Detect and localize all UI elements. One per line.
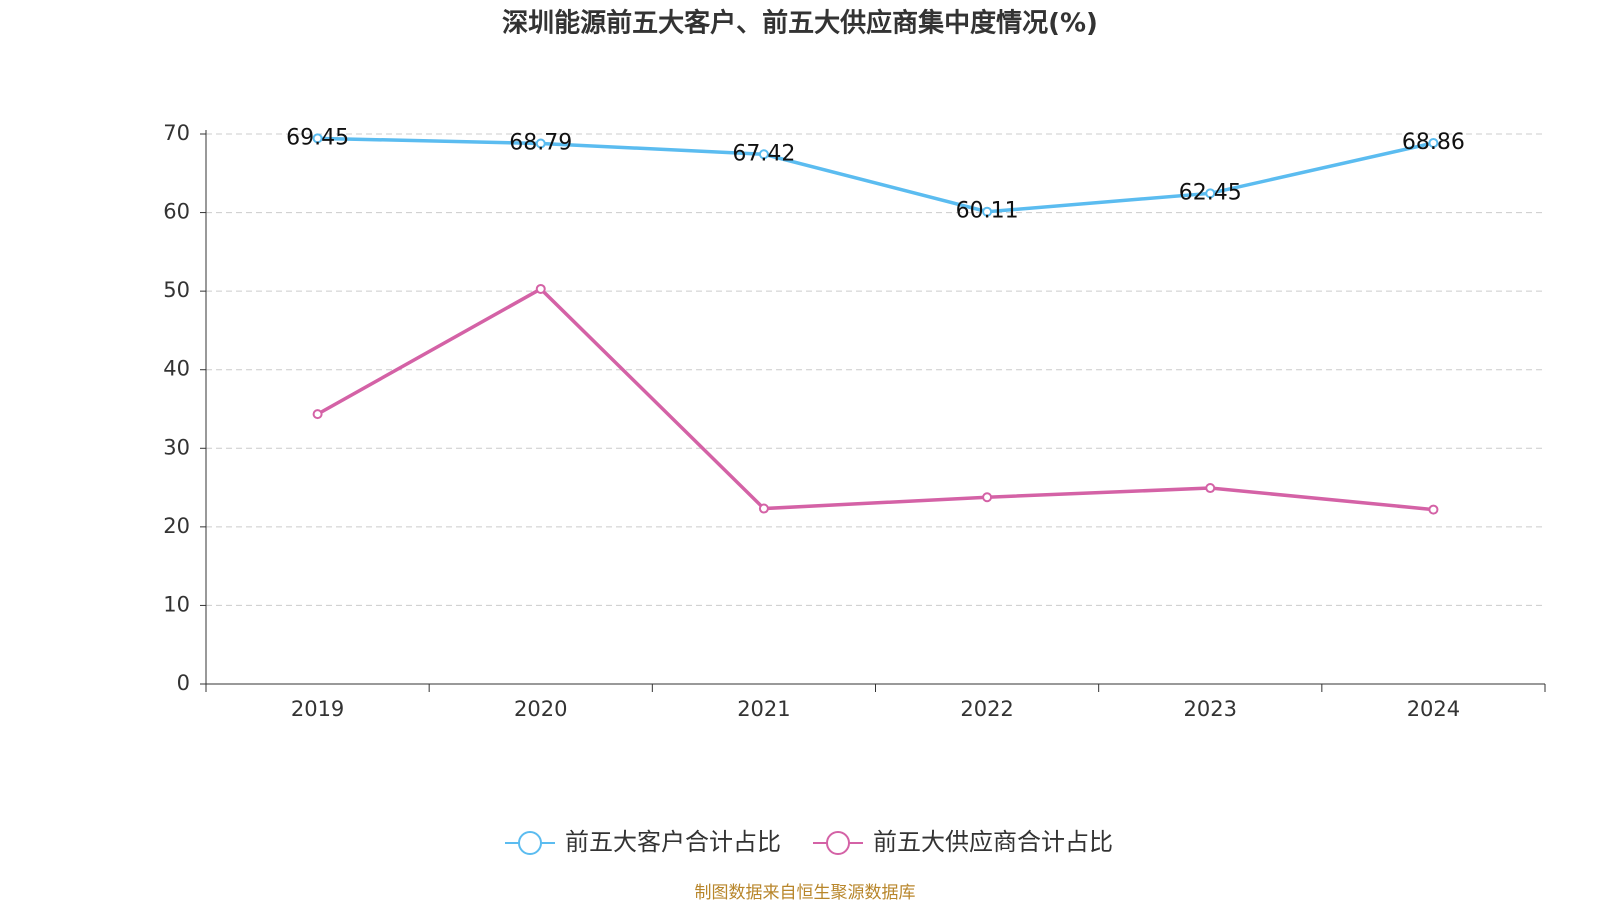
x-tick-label: 2020 <box>514 697 567 721</box>
series-line <box>316 286 1434 512</box>
legend-marker <box>826 831 850 855</box>
y-tick-label: 50 <box>163 278 190 302</box>
data-label: 62.45 <box>1179 180 1242 205</box>
y-tick-label: 10 <box>163 592 190 616</box>
y-tick-label: 30 <box>163 435 190 459</box>
chart-title: 深圳能源前五大客户、前五大供应商集中度情况(%) <box>502 8 1098 39</box>
data-label: 69.45 <box>286 125 349 150</box>
y-tick-label: 0 <box>177 671 190 695</box>
y-tick-label: 40 <box>163 357 190 381</box>
data-point <box>535 138 546 149</box>
data-point <box>1205 483 1216 494</box>
data-point <box>312 409 323 420</box>
data-label: 68.79 <box>509 131 572 156</box>
legend-label: 前五大供应商合计占比 <box>873 828 1113 856</box>
data-label: 60.11 <box>956 199 1019 224</box>
legend-label: 前五大客户合计占比 <box>565 828 781 856</box>
legend-marker <box>518 831 542 855</box>
data-point <box>1428 504 1439 515</box>
y-tick-label: 70 <box>163 121 190 145</box>
y-tick-label: 20 <box>163 514 190 538</box>
x-tick-label: 2024 <box>1407 697 1460 721</box>
data-point <box>535 283 546 294</box>
x-tick-label: 2021 <box>737 697 790 721</box>
x-tick-label: 2023 <box>1184 697 1237 721</box>
data-point <box>758 503 769 514</box>
data-label: 67.42 <box>732 141 795 166</box>
data-point <box>312 133 323 144</box>
x-tick-label: 2019 <box>291 697 344 721</box>
data-point <box>758 149 769 160</box>
y-tick-label: 60 <box>163 200 190 224</box>
data-point <box>1205 188 1216 199</box>
data-point <box>1428 137 1439 148</box>
series-line <box>317 136 1434 214</box>
x-tick-label: 2022 <box>960 697 1013 721</box>
data-label: 68.86 <box>1402 130 1465 155</box>
source-note: 制图数据来自恒生聚源数据库 <box>695 883 916 900</box>
data-point <box>982 492 993 503</box>
data-point <box>982 206 993 217</box>
